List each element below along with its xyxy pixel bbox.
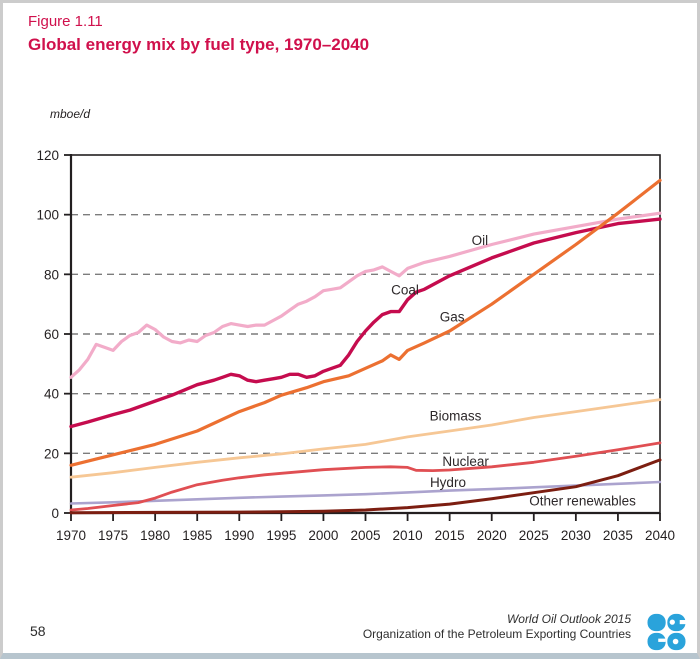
source-title: World Oil Outlook 2015 (506, 612, 631, 626)
figure-number: Figure 1.11 (28, 13, 103, 30)
y-tick-label: 20 (44, 446, 59, 461)
y-tick-label: 80 (44, 267, 59, 282)
series-line-other_renewables (69, 458, 662, 515)
series-line-oil (69, 211, 662, 379)
y-tick-label: 60 (44, 327, 59, 342)
series-line-biomass (69, 398, 662, 479)
series-label-other_renewables: Other renewables (529, 494, 636, 509)
x-tick-label: 1975 (98, 528, 128, 543)
x-tick-label: 2000 (308, 528, 338, 543)
series-label-coal: Coal (391, 282, 419, 297)
x-tick-label: 2030 (561, 528, 591, 543)
series-label-gas: Gas (440, 309, 465, 324)
series-label-biomass: Biomass (430, 409, 482, 424)
x-tick-label: 2040 (645, 528, 675, 543)
y-tick-label: 120 (36, 148, 59, 163)
page-title: Global energy mix by fuel type, 1970–204… (28, 35, 370, 54)
y-axis-unit-label: mboe/d (50, 107, 91, 121)
x-tick-label: 2015 (435, 528, 465, 543)
x-tick-label: 1985 (182, 528, 212, 543)
series-line-coal (69, 217, 662, 429)
source-attribution: World Oil Outlook 2015 Organization of t… (363, 612, 631, 642)
series-line-hydro (69, 480, 662, 505)
x-tick-label: 2010 (393, 528, 423, 543)
opec-logo-icon (647, 613, 686, 651)
x-tick-label: 1980 (140, 528, 170, 543)
series-label-hydro: Hydro (430, 475, 466, 490)
x-tick-label: 2025 (519, 528, 549, 543)
x-tick-label: 2020 (477, 528, 507, 543)
x-tick-label: 2035 (603, 528, 633, 543)
y-tick-label: 40 (44, 387, 59, 402)
x-tick-label: 2005 (350, 528, 380, 543)
y-tick-label: 0 (51, 506, 59, 521)
source-organization: Organization of the Petroleum Exporting … (362, 627, 631, 641)
page-number: 58 (30, 623, 46, 639)
x-tick-label: 1990 (224, 528, 254, 543)
x-tick-label: 1995 (266, 528, 296, 543)
y-tick-label: 100 (36, 208, 59, 223)
series-line-nuclear (69, 441, 662, 512)
series-line-gas (69, 178, 662, 467)
series-label-nuclear: Nuclear (442, 454, 489, 469)
series-label-oil: Oil (472, 233, 489, 248)
x-tick-label: 1970 (56, 528, 86, 543)
